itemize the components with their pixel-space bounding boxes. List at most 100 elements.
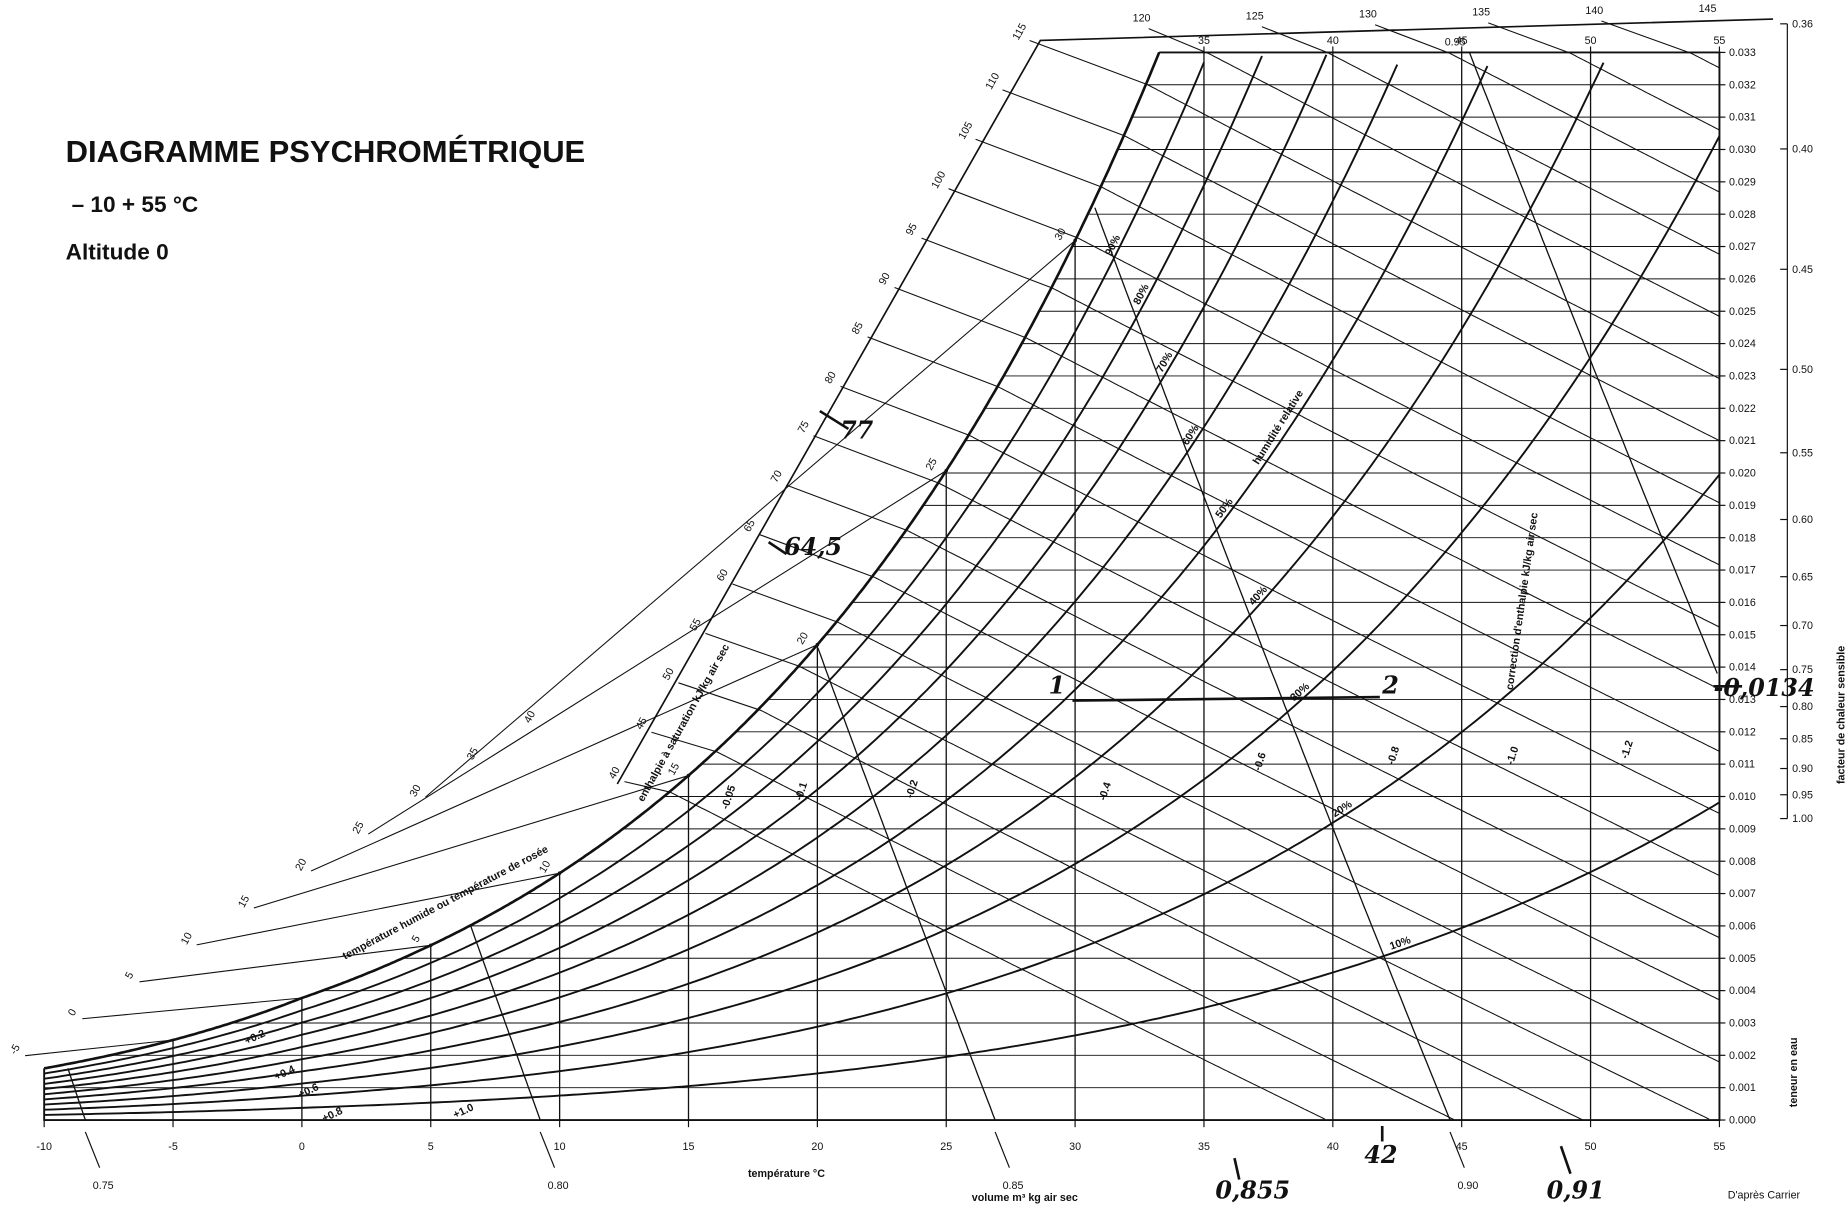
enthalpy-line xyxy=(760,709,1584,1121)
y-tick-label: 0.031 xyxy=(1729,112,1756,124)
correction-label: -0.4 xyxy=(1097,781,1114,802)
y-tick-label: 0.015 xyxy=(1729,629,1756,641)
shf-label: 0.70 xyxy=(1792,620,1813,632)
correction-label: +1.0 xyxy=(451,1101,475,1121)
wet-bulb-line xyxy=(310,644,818,872)
annotation: 64,5 xyxy=(784,533,842,561)
top-temperature-label: 50 xyxy=(1585,35,1597,47)
saturation-curve xyxy=(43,51,1161,1070)
volume-label: 0.90 xyxy=(1457,1180,1478,1192)
enthalpy-line xyxy=(1123,135,1720,442)
rh-curve xyxy=(44,64,1399,1090)
enthalpy-label: 40 xyxy=(607,765,623,781)
y-tick-label: 0.033 xyxy=(1729,47,1756,59)
saturation-label: 10 xyxy=(537,859,553,875)
y-tick-label: 0.013 xyxy=(1729,694,1756,706)
correction-label: -0.1 xyxy=(793,781,810,802)
enthalpy-line xyxy=(1100,186,1720,504)
enthalpy-line xyxy=(1147,84,1720,380)
saturation-label: 20 xyxy=(795,630,811,646)
y-tick-label: 0.014 xyxy=(1729,662,1756,674)
y-tick-label: 0.028 xyxy=(1729,209,1756,221)
enthalpy-line xyxy=(938,482,1720,877)
correction-label: -0.2 xyxy=(904,778,921,799)
top-temperature-label: 40 xyxy=(1327,35,1339,47)
shf-label: 0.75 xyxy=(1792,664,1813,676)
rh-curve xyxy=(44,61,1205,1075)
wet-bulb-label: 15 xyxy=(236,894,252,910)
enthalpy-connector xyxy=(1601,20,1692,54)
enthalpy-label: 115 xyxy=(1010,21,1029,42)
enthalpy-label: 90 xyxy=(877,271,893,287)
y-tick-label: 0.025 xyxy=(1729,306,1756,318)
enthalpy-connector xyxy=(1148,28,1210,55)
rh-curve xyxy=(44,801,1720,1116)
enthalpy-line xyxy=(969,434,1720,814)
enthalpy-connector xyxy=(1261,26,1328,54)
y-tick-label: 0.026 xyxy=(1729,273,1756,285)
annotation: -0,0134 xyxy=(1713,674,1814,702)
wet-bulb-line xyxy=(425,240,1076,798)
enthalpy-connector xyxy=(1002,89,1125,137)
y-tick-label: 0.030 xyxy=(1729,144,1756,156)
y-tick-label: 0.023 xyxy=(1729,371,1756,383)
x-tick-label: -5 xyxy=(168,1141,178,1153)
x-tick-label: 35 xyxy=(1198,1141,1210,1153)
x-tick-label: 20 xyxy=(811,1141,823,1153)
shf-label: 0.55 xyxy=(1792,447,1813,459)
x-tick-label: 40 xyxy=(1327,1141,1339,1153)
enthalpy-line xyxy=(1208,53,1720,317)
y-tick-label: 0.029 xyxy=(1729,176,1756,188)
annotation: 0,91 xyxy=(1547,1177,1605,1205)
x-tick-label: 15 xyxy=(683,1141,695,1153)
volume-title: volume m³ kg air sec xyxy=(972,1192,1078,1204)
y-tick-label: 0.007 xyxy=(1729,888,1756,900)
enthalpy-line xyxy=(1051,287,1720,628)
volume-leader xyxy=(84,1131,101,1168)
shf-label: 0.50 xyxy=(1792,364,1813,376)
enthalpy-label: 60 xyxy=(715,567,731,583)
saturation-point xyxy=(557,871,562,875)
hand-line xyxy=(1559,1145,1572,1175)
x-tick-label: 45 xyxy=(1456,1141,1468,1153)
correction-label: -0.6 xyxy=(1252,751,1269,772)
enthalpy-label: 110 xyxy=(983,71,1002,92)
enthalpy-label: 55 xyxy=(688,617,704,633)
hand-marks xyxy=(767,409,1743,1180)
x-tick-label: 25 xyxy=(940,1141,952,1153)
enthalpy-line xyxy=(1327,52,1720,255)
hand-line xyxy=(1233,1157,1241,1180)
y-tick-label: 0.012 xyxy=(1729,726,1756,738)
x-axis-title: température °C xyxy=(748,1168,825,1180)
volume-leader xyxy=(994,1131,1010,1168)
enthalpy-connector xyxy=(678,682,761,711)
wet-bulb-label: 20 xyxy=(293,857,309,873)
subtitle: – 10 + 55 °C xyxy=(72,192,199,217)
hand-line xyxy=(767,541,788,556)
rh-curve xyxy=(44,135,1721,1106)
y-tick-label: 0.003 xyxy=(1729,1018,1756,1030)
volume-label: 0.75 xyxy=(93,1180,114,1192)
chart-frame xyxy=(43,51,1721,1121)
saturation-point xyxy=(815,642,820,647)
enthalpy-scale xyxy=(616,18,1774,785)
enthalpy-line xyxy=(907,530,1720,939)
annotation: 1 xyxy=(1049,671,1066,699)
enthalpy-label: 100 xyxy=(929,169,948,190)
correction-label: -1.0 xyxy=(1504,745,1521,766)
volume-line xyxy=(1094,207,1451,1121)
correction-label: -0.8 xyxy=(1385,745,1402,766)
title: DIAGRAMME PSYCHROMÉTRIQUE xyxy=(66,134,586,169)
shf-label: 0.95 xyxy=(1792,789,1813,801)
hand-line xyxy=(1072,695,1380,702)
volume-leader xyxy=(539,1131,556,1168)
shf-label: 0.60 xyxy=(1792,514,1813,526)
hand-line xyxy=(819,409,850,431)
rh-curve xyxy=(44,62,1605,1101)
y-tick-label: 0.001 xyxy=(1729,1082,1756,1094)
enthalpy-line xyxy=(670,791,1326,1120)
enthalpy-label: 70 xyxy=(769,468,785,484)
enthalpy-line xyxy=(997,386,1720,752)
saturation-label: 30 xyxy=(1052,226,1068,242)
